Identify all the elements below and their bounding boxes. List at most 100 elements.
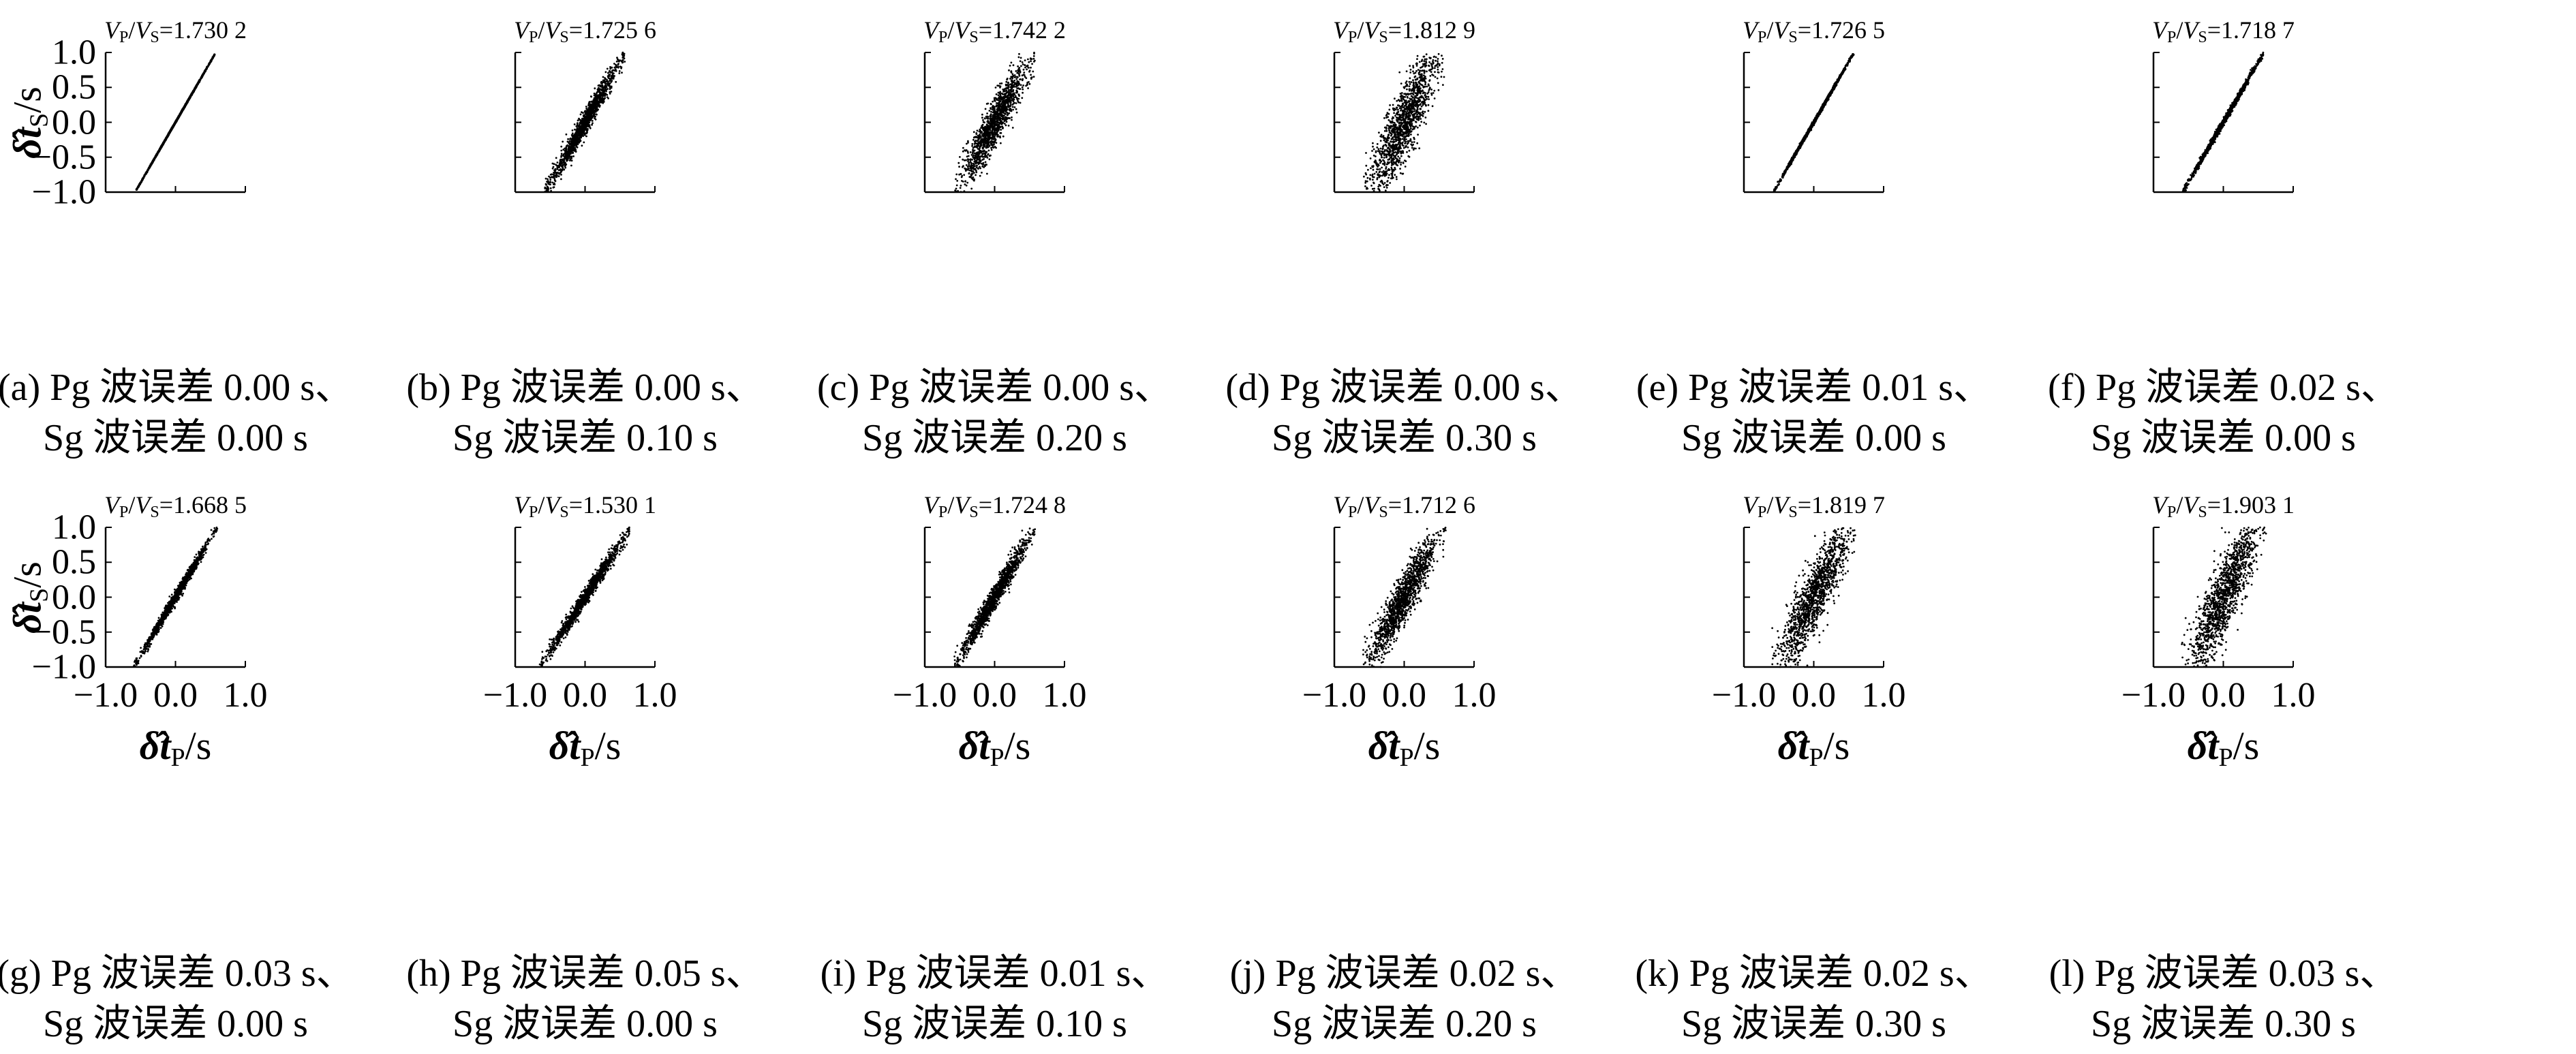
data-point bbox=[1418, 85, 1421, 87]
data-point bbox=[609, 66, 611, 68]
data-point bbox=[986, 131, 989, 134]
data-point bbox=[1400, 92, 1403, 94]
data-point bbox=[583, 134, 586, 136]
data-point bbox=[1383, 186, 1385, 188]
data-point bbox=[585, 106, 587, 108]
data-point bbox=[1383, 174, 1385, 176]
data-point bbox=[578, 127, 581, 130]
data-point bbox=[551, 162, 554, 165]
data-point bbox=[1385, 155, 1387, 157]
caption-line-2: Sg 波误差 0.10 s bbox=[453, 417, 718, 459]
data-point bbox=[589, 107, 592, 109]
vs-sub-text: S bbox=[150, 29, 159, 46]
data-point bbox=[979, 150, 982, 153]
data-point bbox=[1420, 78, 1422, 80]
data-point bbox=[554, 180, 557, 183]
data-point bbox=[583, 123, 585, 125]
data-point bbox=[955, 184, 958, 187]
data-point bbox=[1406, 151, 1408, 153]
data-point bbox=[587, 124, 589, 127]
data-point bbox=[996, 99, 999, 102]
data-point bbox=[970, 158, 972, 161]
data-point bbox=[981, 153, 983, 155]
y-label-delta: δ̂ bbox=[5, 138, 50, 159]
data-point bbox=[972, 168, 975, 170]
data-point bbox=[186, 101, 189, 104]
data-point bbox=[547, 189, 549, 192]
data-point bbox=[968, 163, 970, 166]
data-point bbox=[565, 147, 568, 150]
data-point bbox=[1393, 170, 1395, 172]
data-point bbox=[979, 129, 981, 132]
data-point bbox=[1018, 82, 1020, 84]
data-point bbox=[577, 131, 579, 134]
data-point bbox=[981, 155, 984, 158]
data-point bbox=[1018, 95, 1020, 97]
data-point bbox=[1006, 108, 1009, 111]
data-point bbox=[595, 102, 597, 104]
data-point bbox=[982, 151, 985, 153]
data-point bbox=[994, 140, 996, 143]
data-point bbox=[155, 154, 157, 157]
data-point bbox=[1011, 99, 1013, 102]
data-point bbox=[1002, 96, 1005, 99]
plot-area bbox=[104, 52, 246, 193]
data-point bbox=[609, 71, 611, 74]
caption-line-1: (c) Pg 波误差 0.00 s、 bbox=[816, 367, 1173, 409]
data-point bbox=[963, 174, 966, 176]
data-point bbox=[1002, 101, 1005, 103]
data-point bbox=[584, 121, 587, 123]
data-point bbox=[1375, 155, 1377, 157]
data-point bbox=[1437, 66, 1439, 68]
data-point bbox=[981, 140, 983, 142]
data-point bbox=[603, 92, 605, 95]
data-point bbox=[571, 129, 574, 131]
data-point bbox=[972, 154, 975, 157]
data-point bbox=[1423, 60, 1426, 63]
data-point bbox=[601, 81, 603, 83]
data-point bbox=[1382, 159, 1384, 161]
data-point bbox=[990, 103, 992, 106]
data-point bbox=[997, 134, 999, 136]
data-point bbox=[572, 138, 574, 141]
data-point bbox=[588, 124, 591, 126]
data-point bbox=[1401, 106, 1403, 108]
data-point bbox=[1012, 92, 1015, 95]
data-point bbox=[157, 150, 160, 153]
vp-symbol: V bbox=[104, 16, 119, 44]
data-point bbox=[993, 99, 996, 102]
data-point bbox=[1437, 60, 1439, 63]
data-point bbox=[1437, 89, 1440, 91]
data-point bbox=[1002, 111, 1005, 114]
data-point bbox=[140, 180, 143, 183]
data-point bbox=[1007, 81, 1009, 84]
ratio-slash: / bbox=[947, 16, 955, 44]
data-point bbox=[1366, 180, 1368, 183]
data-point bbox=[984, 125, 987, 128]
data-point bbox=[1004, 102, 1006, 104]
data-point bbox=[977, 142, 980, 144]
data-point bbox=[555, 164, 557, 166]
data-point bbox=[1382, 183, 1385, 185]
panel-caption: (a) Pg 波误差 0.00 s、 Sg 波误差 0.00 s bbox=[0, 362, 353, 463]
data-point bbox=[549, 179, 552, 181]
data-point bbox=[960, 172, 962, 175]
data-point bbox=[1405, 135, 1408, 137]
data-point bbox=[173, 122, 177, 125]
data-point bbox=[1381, 136, 1383, 138]
data-point bbox=[1388, 152, 1391, 155]
data-point bbox=[983, 134, 985, 137]
data-point bbox=[998, 97, 1001, 100]
data-point bbox=[980, 127, 982, 129]
data-point bbox=[1372, 168, 1375, 171]
data-point bbox=[1375, 150, 1377, 153]
data-point bbox=[604, 89, 607, 91]
data-point bbox=[579, 130, 582, 133]
data-point bbox=[1379, 147, 1382, 150]
data-point bbox=[1011, 104, 1014, 106]
data-point bbox=[996, 110, 999, 113]
data-point bbox=[586, 121, 588, 124]
data-point bbox=[1018, 67, 1021, 69]
data-point bbox=[615, 60, 618, 63]
data-point bbox=[607, 75, 610, 78]
